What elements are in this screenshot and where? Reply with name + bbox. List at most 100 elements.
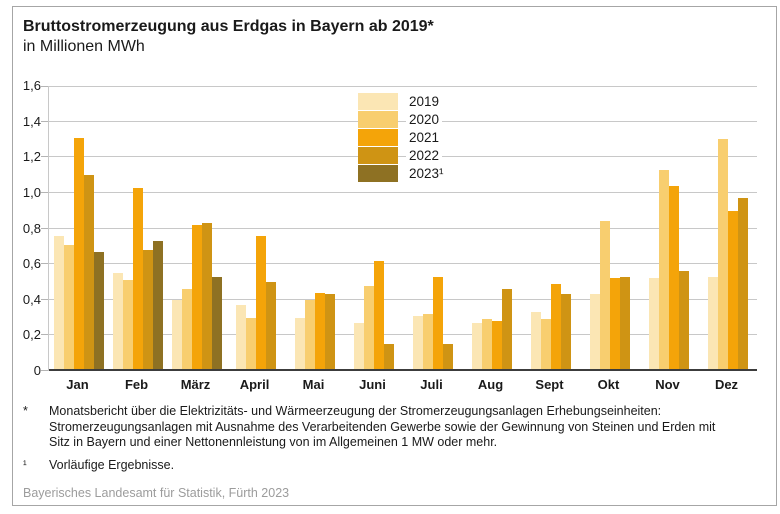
bar-2021-okt <box>609 278 620 371</box>
bar-2019-juli <box>412 315 423 371</box>
y-tick-label: 1,2 <box>22 149 41 165</box>
footnote-line: Monatsbericht über die Elektrizitäts- un… <box>49 404 662 418</box>
x-tick-label: Dez <box>714 377 739 392</box>
bar-2020-juli <box>422 314 433 371</box>
legend-row: 2022 <box>358 147 447 164</box>
legend-row: 2019 <box>358 93 447 110</box>
y-tick-label: 0,2 <box>22 327 41 343</box>
x-tick-label: Aug <box>477 377 504 392</box>
y-tick-label: 0,4 <box>22 291 41 307</box>
footnote-one-marker: ¹ <box>23 459 27 471</box>
legend-label: 2019 <box>406 93 443 110</box>
legend-swatch <box>358 111 398 128</box>
bar-2022-dez <box>737 198 748 371</box>
bar-2022-märz <box>201 223 212 371</box>
bar-2022-juni <box>383 344 394 371</box>
x-tick-label: Okt <box>597 377 620 392</box>
bar-group <box>344 86 403 371</box>
x-tick-label: März <box>180 377 211 392</box>
source-attribution: Bayerisches Landesamt für Statistik, Für… <box>23 486 290 500</box>
bar-2022-juli <box>442 344 453 371</box>
y-tick-label: 0,8 <box>22 220 41 236</box>
bar-2023-jan <box>93 251 104 371</box>
bar-2022-april <box>265 281 276 371</box>
y-tick-label: 1,0 <box>22 184 41 200</box>
x-tick-label: Juli <box>420 377 443 392</box>
legend-row: 2020 <box>358 111 447 128</box>
bar-2019-okt <box>589 294 600 371</box>
footnote-text: Vorläufige Ergebnisse. <box>49 458 175 472</box>
bar-2021-märz <box>191 224 202 371</box>
bar-2021-april <box>255 235 266 371</box>
x-tick-label: Feb <box>124 377 149 392</box>
axis-tick <box>41 227 48 229</box>
bar-group <box>521 86 580 371</box>
bar-2020-jan <box>63 244 74 371</box>
bar-2022-feb <box>142 249 153 371</box>
chart-subtitle: in Millionen MWh <box>23 38 145 55</box>
bar-2019-april <box>235 305 246 371</box>
bar-2021-mai <box>314 292 325 371</box>
bar-group <box>580 86 639 371</box>
bar-2019-dez <box>707 276 718 371</box>
bar-2021-jan <box>73 137 84 371</box>
bar-2021-juli <box>432 276 443 371</box>
legend-swatch <box>358 129 398 146</box>
axis-tick <box>41 334 48 336</box>
gridline <box>49 334 757 336</box>
bar-2020-märz <box>181 289 192 371</box>
bar-2020-juni <box>363 285 374 371</box>
plot-area: 0 0,2 0,4 0,6 0,8 1,0 1,2 1,4 1,6 <box>23 78 757 378</box>
bar-2021-feb <box>132 187 143 371</box>
legend-label: 2023¹ <box>406 165 447 182</box>
bar-2022-sept <box>560 294 571 371</box>
bar-2020-dez <box>717 139 728 371</box>
footnote-line: Stromerzeugungsanlagen mit Ausnahme des … <box>49 419 716 434</box>
bars-layer <box>49 86 757 371</box>
bar-2021-dez <box>727 210 738 371</box>
gridline <box>49 227 757 229</box>
bar-2019-juni <box>353 322 364 371</box>
chart-title: Bruttostromerzeugung aus Erdgas in Bayer… <box>23 18 434 35</box>
footnote-star-marker: * <box>23 404 28 418</box>
bar-2020-aug <box>481 319 492 371</box>
bar-2022-jan <box>83 175 94 371</box>
bar-2022-aug <box>501 289 512 371</box>
legend-row: 2023¹ <box>358 165 447 182</box>
axis-tick <box>41 263 48 265</box>
bar-2021-sept <box>550 283 561 371</box>
y-tick-label: 0,6 <box>22 256 41 272</box>
bar-2022-okt <box>619 276 630 371</box>
bar-group <box>49 86 108 371</box>
x-tick-label: Nov <box>655 377 680 392</box>
bar-2019-märz <box>171 299 182 371</box>
bar-2020-nov <box>658 169 669 371</box>
bar-group <box>167 86 226 371</box>
axis-tick <box>41 370 48 371</box>
bar-2020-okt <box>599 221 610 371</box>
x-tick-label: Juni <box>359 377 386 392</box>
gridline <box>49 191 757 193</box>
bar-2019-sept <box>530 312 541 371</box>
gridline <box>49 120 757 122</box>
y-tick-label: 0 <box>33 363 41 378</box>
bar-2019-jan <box>53 235 64 371</box>
axis-tick <box>41 191 48 193</box>
bar-group <box>108 86 167 371</box>
bar-2020-feb <box>122 280 133 371</box>
bar-2019-mai <box>294 317 305 371</box>
footnote-line: Sitz in Bayern und einer Nettonennleistu… <box>49 435 498 449</box>
x-tick-label: Mai <box>302 377 325 392</box>
gridline <box>49 298 757 300</box>
gridline <box>49 86 757 87</box>
x-axis-labels: Jan Feb März April Mai Juni Juli Aug Sept Okt Nov D… <box>48 377 756 392</box>
legend-label: 2020 <box>406 111 443 128</box>
axis-tick <box>41 298 48 300</box>
bar-group <box>285 86 344 371</box>
legend: 2019 2020 2021 2022 2023¹ <box>358 93 447 183</box>
legend-swatch <box>358 93 398 110</box>
footnote-preliminary: ¹ Vorläufige Ergebnisse. <box>23 458 763 474</box>
bar-2022-nov <box>678 271 689 371</box>
x-tick-label: April <box>239 377 270 392</box>
bar-group <box>698 86 757 371</box>
